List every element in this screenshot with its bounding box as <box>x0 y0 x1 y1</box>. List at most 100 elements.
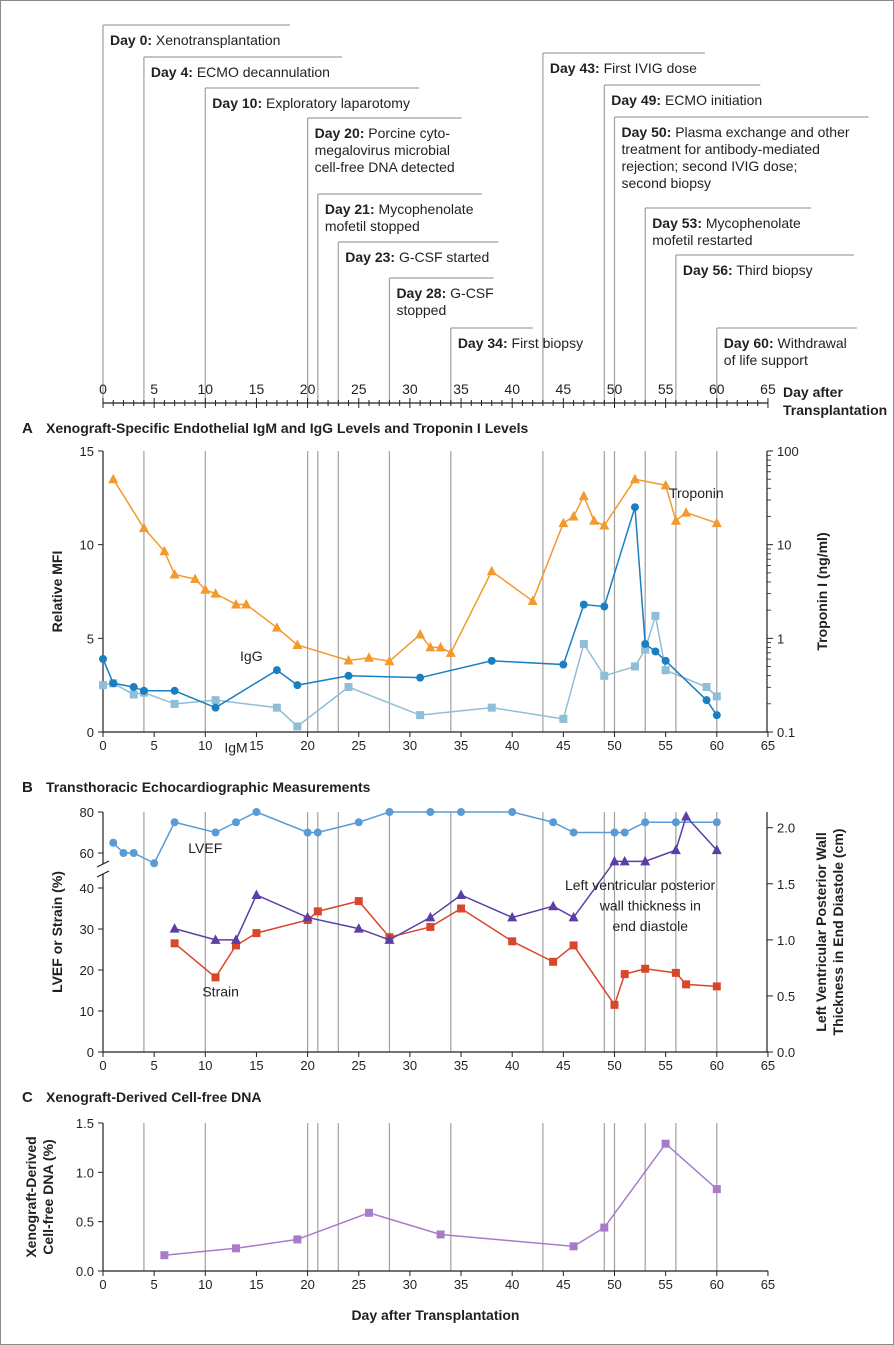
y-tick-label: 0 <box>87 1045 94 1060</box>
data-point <box>600 1223 609 1232</box>
event-day-label: Day 20: <box>315 125 365 141</box>
event-description: treatment for antibody-mediated <box>622 141 820 157</box>
data-point <box>641 639 650 648</box>
data-point <box>702 683 711 692</box>
data-point <box>619 855 630 866</box>
y-tick-label: 30 <box>80 922 94 937</box>
x-tick-label: 45 <box>556 1277 570 1292</box>
data-point <box>425 911 436 922</box>
data-point <box>426 922 435 931</box>
data-point <box>211 696 220 705</box>
event-text: Day 0: Xenotransplantation <box>110 32 280 48</box>
x-tick-label: 45 <box>556 738 570 753</box>
x-tick-label: 55 <box>658 1058 672 1073</box>
event-text: Day 4: ECMO decannulation <box>151 64 330 80</box>
data-point <box>558 517 569 528</box>
data-point <box>600 671 609 680</box>
data-point <box>230 934 241 944</box>
data-point <box>712 982 721 991</box>
data-point <box>190 573 201 583</box>
y2-axis-label: Left Ventricular Posterior Wall <box>813 832 829 1031</box>
event-description: Mycophenolate <box>702 215 801 231</box>
data-point <box>661 666 670 675</box>
y2-axis-label: Troponin I (ng/ml) <box>814 532 830 650</box>
data-point <box>416 711 425 720</box>
panels: A Xenograft-Specific Endothelial IgM and … <box>22 420 846 1323</box>
data-point <box>681 507 692 517</box>
data-point <box>640 855 651 866</box>
data-point <box>702 696 711 705</box>
event-text: Day 49: ECMO initiation <box>611 92 762 108</box>
data-point <box>682 980 691 989</box>
y2-tick-label: 10 <box>777 538 791 553</box>
event-text: rejection; second IVIG dose; <box>622 158 798 174</box>
data-point <box>344 683 353 692</box>
event-text: Day 28: G-CSF <box>396 285 493 301</box>
x-tick-label: 25 <box>352 1058 366 1073</box>
data-point <box>170 686 179 695</box>
y-tick-label: 0.5 <box>76 1215 94 1230</box>
data-point <box>241 598 252 609</box>
y-tick-label: 60 <box>80 846 94 861</box>
y2-tick-label: 0.1 <box>777 725 795 740</box>
series-annotation: LVEF <box>188 840 222 856</box>
data-point <box>230 598 241 609</box>
y-tick-label: 15 <box>80 444 94 459</box>
x-tick-label: 10 <box>198 738 212 753</box>
panel-c-chart: C Xenograft-Derived Cell-free DNA 0 5 10 15 20… <box>22 1089 775 1323</box>
event-text: Day 50: Plasma exchange and other <box>622 124 850 140</box>
panel-letter: B <box>22 779 33 796</box>
y2-axis-label: Thickness in End Diastole (cm) <box>830 829 846 1036</box>
data-point <box>109 838 118 847</box>
y-tick-label: 10 <box>80 1004 94 1019</box>
x-tick-label: 35 <box>454 1277 468 1292</box>
event-text: stopped <box>396 302 446 318</box>
data-point <box>343 654 354 665</box>
panel-letter: A <box>22 420 33 437</box>
series-igm-line <box>102 615 718 728</box>
data-point <box>251 889 262 899</box>
data-point <box>99 654 107 663</box>
data-point <box>363 652 374 662</box>
axis-break-mark <box>96 870 110 878</box>
event-description: second biopsy <box>622 175 712 191</box>
data-point <box>200 584 211 594</box>
y2-tick-label: 1.0 <box>777 933 795 948</box>
y2-tick-label: 0.0 <box>777 1045 795 1060</box>
data-point <box>681 810 692 821</box>
data-point <box>231 1244 240 1253</box>
data-point <box>108 473 119 484</box>
data-point <box>344 671 353 680</box>
x-tick-label: 25 <box>352 1277 366 1292</box>
data-point <box>508 937 517 946</box>
timeline-event: Day 34: First biopsy <box>450 327 583 403</box>
data-point <box>293 681 302 690</box>
data-point <box>609 855 620 866</box>
event-description: G-CSF started <box>395 249 489 265</box>
data-point <box>641 964 650 973</box>
event-description: of life support <box>724 352 808 368</box>
y-tick-label: 10 <box>80 538 94 553</box>
panel-title: Xenograft-Derived Cell-free DNA <box>46 1089 262 1105</box>
event-description: First IVIG dose <box>600 60 697 76</box>
series-wall-thickness-line <box>174 815 718 941</box>
data-point <box>129 690 138 699</box>
data-point <box>569 828 578 837</box>
event-day-label: Day 60: <box>724 335 774 351</box>
event-description: stopped <box>396 302 446 318</box>
data-point <box>231 941 240 950</box>
panel-title: Xenograft-Specific Endothelial IgM and I… <box>46 420 529 436</box>
x-tick-label: 15 <box>249 1058 263 1073</box>
data-point <box>568 510 579 521</box>
x-tick-label: 40 <box>505 1058 519 1073</box>
data-point <box>353 923 364 933</box>
event-description: Exploratory laparotomy <box>262 95 410 111</box>
data-point <box>211 973 220 982</box>
timeline-tick-label: 5 <box>150 381 158 397</box>
data-point <box>354 897 363 906</box>
data-point <box>170 939 179 948</box>
event-day-label: Day 23: <box>345 249 395 265</box>
event-day-label: Day 49: <box>611 92 661 108</box>
event-description: mofetil stopped <box>325 218 420 234</box>
